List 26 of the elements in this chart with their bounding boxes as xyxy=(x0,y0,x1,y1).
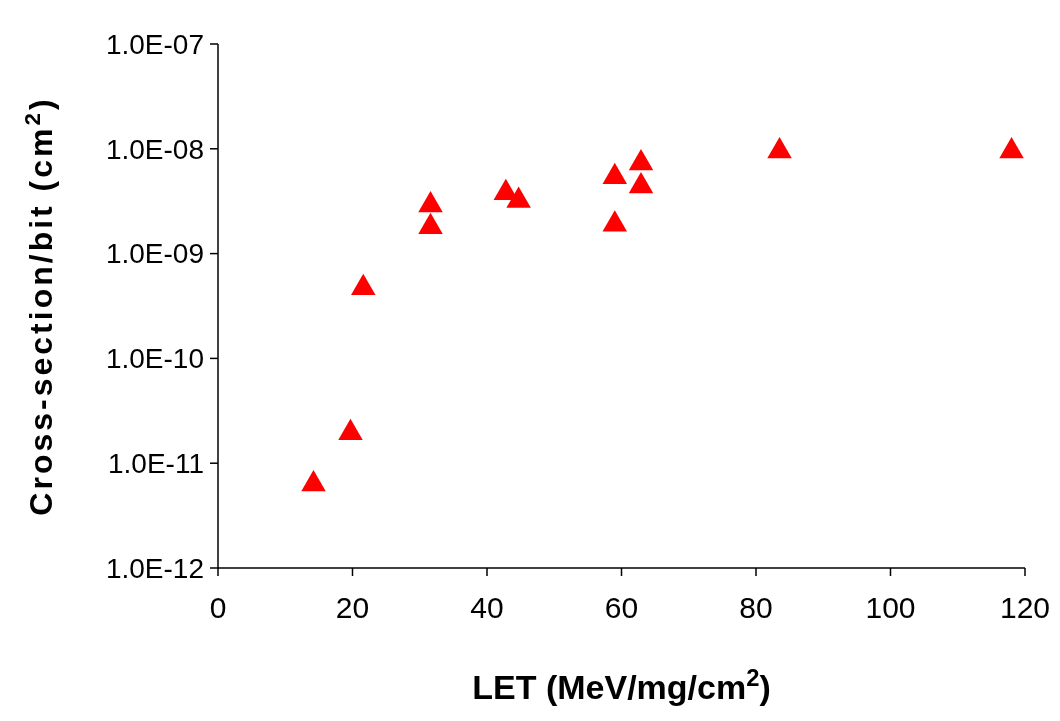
x-tick-label: 20 xyxy=(335,591,370,624)
x-tick-label: 60 xyxy=(604,591,639,624)
x-tick-label: 100 xyxy=(865,591,916,624)
point xyxy=(628,172,654,194)
point xyxy=(338,418,363,440)
point xyxy=(506,186,531,208)
x-tick-label: 0 xyxy=(209,591,227,624)
point xyxy=(418,190,443,213)
point xyxy=(602,162,628,184)
x-tick-label: 80 xyxy=(739,591,773,624)
y-tick-label: 1.0E-10 xyxy=(105,343,204,375)
x-axis-title: LET (MeV/mg/cm$^{2}$) xyxy=(472,663,771,706)
x-tick-label: 40 xyxy=(470,591,504,624)
point xyxy=(628,148,654,171)
x-tick-label: 120 xyxy=(999,591,1051,624)
point xyxy=(301,470,326,492)
point xyxy=(602,210,628,232)
y-tick-label: 1.0E-09 xyxy=(105,238,204,270)
point xyxy=(418,212,443,234)
point xyxy=(767,136,792,159)
y-tick-label: 1.0E-07 xyxy=(105,28,204,60)
y-tick-label: 1.0E-08 xyxy=(105,133,204,165)
y-tick-label: 1.0E-12 xyxy=(105,552,204,584)
point xyxy=(351,273,376,296)
point xyxy=(999,136,1024,159)
y-tick-label: 1.0E-11 xyxy=(108,448,204,479)
